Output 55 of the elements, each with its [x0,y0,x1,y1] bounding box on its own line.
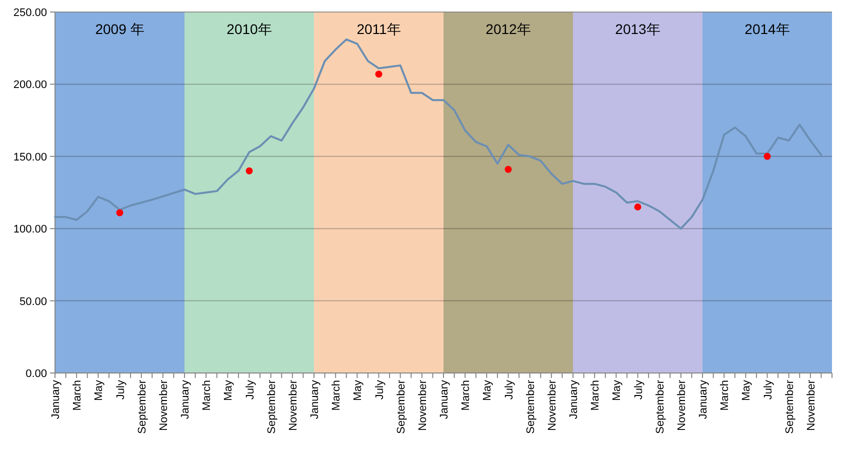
x-tick-label: May [740,380,753,401]
x-tick-label: March [201,380,214,411]
band-label: 2012年 [486,21,531,37]
point [116,209,124,216]
line-series [54,38,822,230]
x-tick-label: May [611,380,624,401]
y-tick-label: 0.00 [26,368,47,380]
x-tick-label: September [524,380,537,434]
x-tick-label: January [438,380,450,420]
x-tick-label: September [266,380,278,434]
point [504,166,512,173]
y-tick-label: 150.00 [13,151,47,164]
x-tick-label: November [416,380,429,431]
y-tick-label: 50.00 [19,296,47,308]
x-tick-label: November [287,380,300,431]
x-tick-label: July [632,380,645,400]
x-tick-label: March [719,380,732,411]
x-tick-label: May [222,380,235,401]
band-label: 2014年 [744,21,790,37]
x-tick-label: March [590,380,602,411]
x-tick-label: July [762,380,774,400]
x-tick-label: September [136,380,148,434]
x-tick-label: November [546,380,558,431]
y-tick-label: 100.00 [13,224,47,236]
point [246,167,253,174]
y-tick-label: 200.00 [13,79,47,92]
x-tick-label: September [784,380,796,434]
band-label: 2013年 [615,21,660,37]
x-tick-label: May [482,380,494,401]
x-tick-label: July [374,380,386,400]
x-tick-label: March [330,380,343,411]
x-tick-label: November [805,380,818,431]
x-tick-label: January [180,380,192,420]
band-label: 2009 年 [95,21,144,37]
x-tick-label: January [309,380,321,420]
x-tick-label: September [654,380,666,434]
x-tick-label: September [395,380,408,434]
x-tick-label: May [352,380,364,401]
x-tick-label: November [158,380,170,431]
point [375,70,382,78]
x-tick-label: July [244,380,256,400]
y-tick-label: 250.00 [13,7,47,19]
x-tick-label: November [676,380,688,431]
point [634,203,642,210]
x-tick-label: March [72,380,84,411]
x-tick-label: January [568,380,580,420]
band-label: 2011年 [356,21,401,37]
x-tick-label: July [114,380,127,400]
x-tick-label: March [460,380,472,411]
x-tick-label: May [93,380,106,401]
x-tick-label: July [503,380,516,400]
point [764,152,771,160]
x-tick-label: January [698,380,710,420]
band-label: 2010年 [226,21,272,37]
x-tick-label: January [50,380,62,420]
